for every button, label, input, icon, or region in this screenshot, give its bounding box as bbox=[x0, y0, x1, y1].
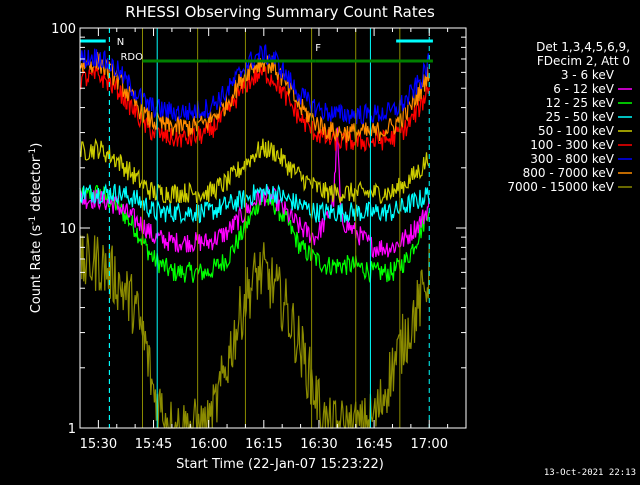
legend-label-7: 800 - 7000 keV bbox=[523, 166, 615, 180]
x-axis-ticks: 15:30 15:45 16:00 16:15 16:30 16:45 17:00 bbox=[79, 28, 467, 452]
series-line-1 bbox=[79, 127, 430, 259]
legend-label-6: 300 - 800 keV bbox=[530, 152, 614, 166]
x-tick-label-2: 16:00 bbox=[190, 437, 227, 452]
n-label: N bbox=[117, 37, 124, 48]
legend-label-1: 6 - 12 keV bbox=[553, 82, 615, 96]
legend-label-3: 25 - 50 keV bbox=[546, 110, 615, 124]
series-line-3 bbox=[79, 183, 430, 225]
y-axis-label-close: ) bbox=[29, 143, 44, 148]
footer-date: 13-Oct-2021 22:13 bbox=[544, 468, 636, 478]
y-tick-label-0: 1 bbox=[68, 422, 76, 437]
legend-label-4: 50 - 100 keV bbox=[538, 124, 615, 138]
series-layer bbox=[79, 44, 430, 430]
legend-label-0: 3 - 6 keV bbox=[561, 68, 615, 82]
annotation-layer: N RDO F bbox=[79, 28, 433, 428]
series-line-8 bbox=[79, 233, 430, 429]
y-axis-label: Count Rate (s-1 detector-1) bbox=[28, 143, 44, 314]
chart-title: RHESSI Observing Summary Count Rates bbox=[125, 3, 435, 21]
series-line-2 bbox=[79, 184, 430, 283]
legend-label-5: 100 - 300 keV bbox=[530, 138, 614, 152]
y-axis-label-tail: detector bbox=[29, 156, 44, 216]
x-tick-label-3: 16:15 bbox=[245, 437, 282, 452]
y-axis-label-sup: -1 bbox=[28, 216, 38, 225]
legend-title-2: FDecim 2, Att 0 bbox=[537, 54, 630, 68]
f-label: F bbox=[315, 43, 321, 54]
series-line-7 bbox=[79, 51, 430, 143]
x-axis-label: Start Time (22-Jan-07 15:23:22) bbox=[176, 457, 384, 472]
x-tick-label-6: 17:00 bbox=[411, 437, 448, 452]
x-tick-label-1: 15:45 bbox=[135, 437, 172, 452]
legend-label-2: 12 - 25 keV bbox=[546, 96, 615, 110]
y-axis-label-main: Count Rate (s bbox=[29, 225, 44, 314]
legend-title-1: Det 1,3,4,5,6,9, bbox=[536, 40, 630, 54]
y-axis-label-sup-2: -1 bbox=[28, 148, 38, 157]
y-tick-label-1: 10 bbox=[59, 222, 76, 237]
legend: Det 1,3,4,5,6,9, FDecim 2, Att 0 3 - 6 k… bbox=[507, 40, 632, 194]
x-tick-label-0: 15:30 bbox=[80, 437, 117, 452]
series-line-4 bbox=[79, 137, 430, 204]
y-axis-ticks: 1 10 100 bbox=[51, 22, 466, 437]
x-tick-label-4: 16:30 bbox=[300, 437, 337, 452]
rdo-label: RDO bbox=[120, 52, 143, 63]
legend-label-8: 7000 - 15000 keV bbox=[507, 180, 614, 194]
x-tick-label-5: 16:45 bbox=[355, 437, 392, 452]
y-tick-label-2: 100 bbox=[51, 22, 76, 37]
